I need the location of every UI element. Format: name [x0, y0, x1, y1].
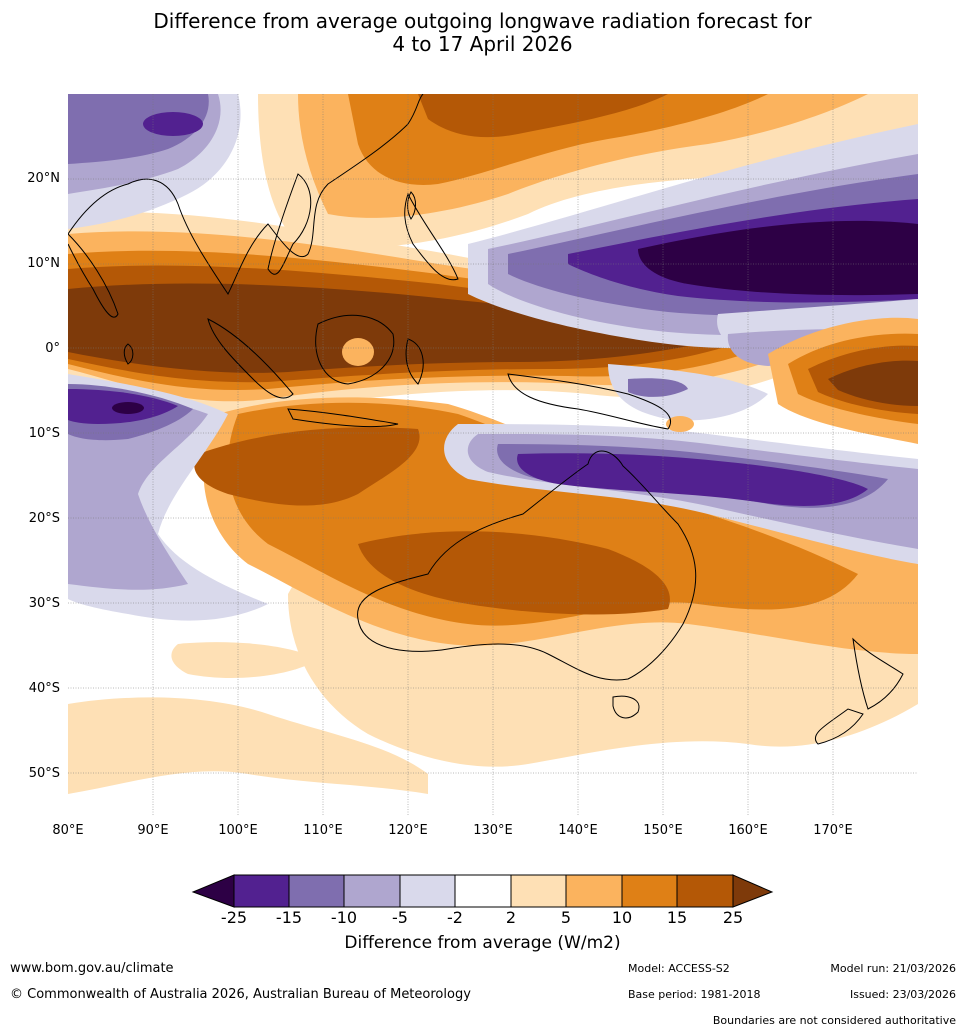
- colorbar-tick-label: 10: [611, 908, 633, 927]
- model-run-text: Model run: 21/03/2026: [830, 962, 956, 975]
- issued-text: Issued: 23/03/2026: [849, 988, 956, 1001]
- colorbar-swatch-9: [676, 874, 734, 908]
- coastline-new-zealand-north: [852, 637, 904, 710]
- lon-label-100e: 100°E: [218, 823, 258, 838]
- lat-label-20n: 20°N: [27, 171, 60, 186]
- lat-label-10n: 10°N: [27, 256, 60, 271]
- lon-label-120e: 120°E: [388, 823, 428, 838]
- coastlines: [68, 94, 904, 745]
- colorbar-swatch-8: [621, 874, 678, 908]
- coastline-sri-lanka: [123, 343, 134, 365]
- contour-spcz: [444, 424, 918, 564]
- disclaimer-text: Boundaries are not considered authoritat…: [712, 1014, 956, 1027]
- contour-borneo-pocket: [342, 338, 374, 366]
- coastline-tasmania: [612, 695, 640, 719]
- colorbar-arrow-low: [191, 874, 235, 908]
- coastline-philippines: [404, 192, 459, 281]
- contour-central-band: [68, 212, 816, 416]
- model-text: Model: ACCESS-S2: [628, 962, 730, 975]
- colorbar-tick-label: -5: [392, 908, 408, 927]
- coastline-new-zealand-south: [815, 708, 864, 745]
- lat-label-30s: 30°S: [28, 596, 60, 611]
- colorbar-swatch-1: [233, 874, 290, 908]
- colorbar-tick-label: 15: [666, 908, 688, 927]
- coastline-sulawesi: [405, 338, 424, 385]
- coastline-taiwan: [407, 191, 416, 220]
- colorbar-tick-label: 25: [722, 908, 744, 927]
- lon-label-110e: 110°E: [303, 823, 343, 838]
- coastline-borneo: [315, 314, 395, 385]
- lon-label-80e: 80°E: [52, 823, 84, 838]
- lon-label-140e: 140°E: [558, 823, 598, 838]
- colorbar-tick-label: -25: [220, 908, 248, 927]
- colorbar-swatch-5: [454, 874, 512, 908]
- lon-label-150e: 150°E: [643, 823, 683, 838]
- chart-title: Difference from average outgoing longwav…: [0, 10, 965, 56]
- coastline-india: [68, 233, 119, 318]
- contour-east-dry: [768, 317, 918, 444]
- colorbar: [191, 874, 774, 908]
- title-line-2: 4 to 17 April 2026: [392, 32, 573, 56]
- lon-label-90e: 90°E: [137, 823, 169, 838]
- colorbar-arrow-high: [732, 874, 774, 908]
- lat-label-10s: 10°S: [28, 426, 60, 441]
- colorbar-tick-label: 5: [560, 908, 572, 927]
- contour-vanuatu-pocket: [666, 416, 694, 432]
- coastline-asia: [68, 94, 424, 295]
- colorbar-tick-label: -2: [447, 908, 463, 927]
- copyright-text: © Commonwealth of Australia 2026, Austra…: [10, 987, 471, 1002]
- coastline-new-guinea: [507, 373, 671, 430]
- coastline-australia: [357, 450, 697, 681]
- lon-label-130e: 130°E: [473, 823, 513, 838]
- lat-label-40s: 40°S: [28, 681, 60, 696]
- colorbar-tick-label: 2: [505, 908, 517, 927]
- website-link[interactable]: www.bom.gov.au/climate: [10, 961, 174, 976]
- colorbar-swatch-6: [510, 874, 567, 908]
- graticule: [68, 94, 918, 816]
- coastline-java: [287, 408, 399, 427]
- lat-label-20s: 20°S: [28, 511, 60, 526]
- colorbar-tick-label: -10: [330, 908, 358, 927]
- lat-label-50s: 50°S: [28, 766, 60, 781]
- lon-label-160e: 160°E: [728, 823, 768, 838]
- base-period-text: Base period: 1981-2018: [628, 988, 761, 1001]
- colorbar-swatch-3: [343, 874, 401, 908]
- coastline-sumatra: [207, 318, 294, 399]
- coastline-vietnam: [267, 173, 312, 275]
- contour-australia-region: [194, 397, 918, 654]
- lat-label-equator: 0°: [45, 341, 60, 356]
- olr-anomaly-map: [68, 94, 918, 816]
- contour-north-west: [68, 94, 241, 229]
- contour-north-pacific: [468, 124, 918, 349]
- colorbar-tick-label: -15: [275, 908, 303, 927]
- colorbar-swatch-4: [399, 874, 456, 908]
- colorbar-title: Difference from average (W/m2): [344, 933, 621, 953]
- colorbar-swatch-7: [565, 874, 623, 908]
- title-line-1: Difference from average outgoing longwav…: [153, 9, 812, 33]
- lon-label-170e: 170°E: [813, 823, 853, 838]
- contour-west-indian-ocean: [68, 374, 268, 621]
- colorbar-swatch-2: [288, 874, 345, 908]
